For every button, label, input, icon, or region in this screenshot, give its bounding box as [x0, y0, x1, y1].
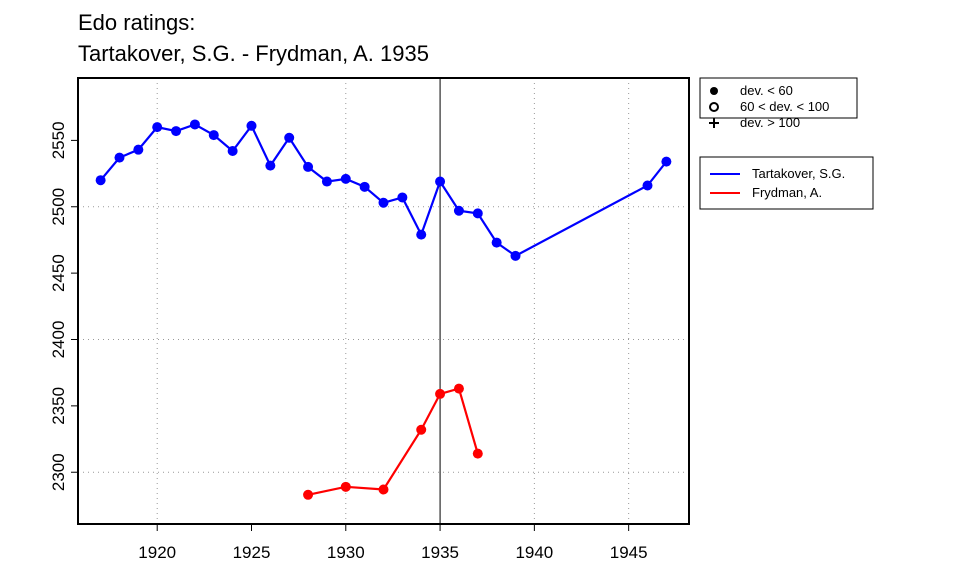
y-tick-label: 2400 [49, 321, 68, 359]
data-point [435, 388, 446, 399]
legend-symbol [710, 87, 718, 95]
series-line [307, 387, 479, 496]
data-point [284, 132, 295, 143]
legend-symbol [709, 118, 719, 128]
data-point [510, 250, 521, 261]
plot-frame [77, 77, 690, 525]
chart-title: Edo ratings: [78, 10, 195, 35]
data-point [95, 175, 106, 186]
data-point [152, 122, 163, 133]
x-tick-label: 1945 [610, 543, 648, 562]
data-point [378, 484, 389, 495]
data-point [340, 481, 351, 492]
data-point [246, 120, 257, 131]
data-point [114, 152, 125, 163]
data-point [378, 197, 389, 208]
data-point [359, 181, 370, 192]
x-tick-label: 1940 [515, 543, 553, 562]
data-point [340, 173, 351, 184]
data-point [642, 180, 653, 191]
x-tick-label: 1935 [421, 543, 459, 562]
y-tick-label: 2500 [49, 188, 68, 226]
legend-box [699, 77, 858, 119]
legend-symbol [709, 102, 719, 112]
data-point [227, 146, 238, 157]
data-point [416, 424, 427, 435]
y-tick-label: 2300 [49, 453, 68, 491]
data-point [303, 489, 314, 500]
data-point [397, 192, 408, 203]
legend-label: 60 < dev. < 100 [740, 99, 829, 114]
x-tick-label: 1925 [233, 543, 271, 562]
data-point [189, 119, 200, 130]
x-tick-label: 1930 [327, 543, 365, 562]
data-point [208, 130, 219, 141]
data-point [416, 229, 427, 240]
data-point [321, 176, 332, 187]
chart-subtitle: Tartakover, S.G. - Frydman, A. 1935 [78, 41, 429, 66]
y-tick-label: 2350 [49, 387, 68, 425]
legend-label: dev. < 60 [740, 83, 793, 98]
data-point [453, 383, 464, 394]
x-tick-label: 1920 [138, 543, 176, 562]
data-point [133, 144, 144, 155]
legend-label: Tartakover, S.G. [752, 166, 845, 181]
y-tick-label: 2550 [49, 121, 68, 159]
data-point [303, 161, 314, 172]
legend-label: Frydman, A. [752, 185, 822, 200]
data-point [661, 156, 672, 167]
data-point [453, 205, 464, 216]
y-tick-label: 2450 [49, 254, 68, 292]
legend-box [699, 156, 874, 210]
legend-label: dev. > 100 [740, 115, 800, 130]
data-point [491, 237, 502, 248]
data-point [171, 126, 182, 137]
data-point [265, 160, 276, 171]
series-line [99, 123, 668, 258]
data-point [435, 176, 446, 187]
data-point [472, 448, 483, 459]
data-point [472, 208, 483, 219]
